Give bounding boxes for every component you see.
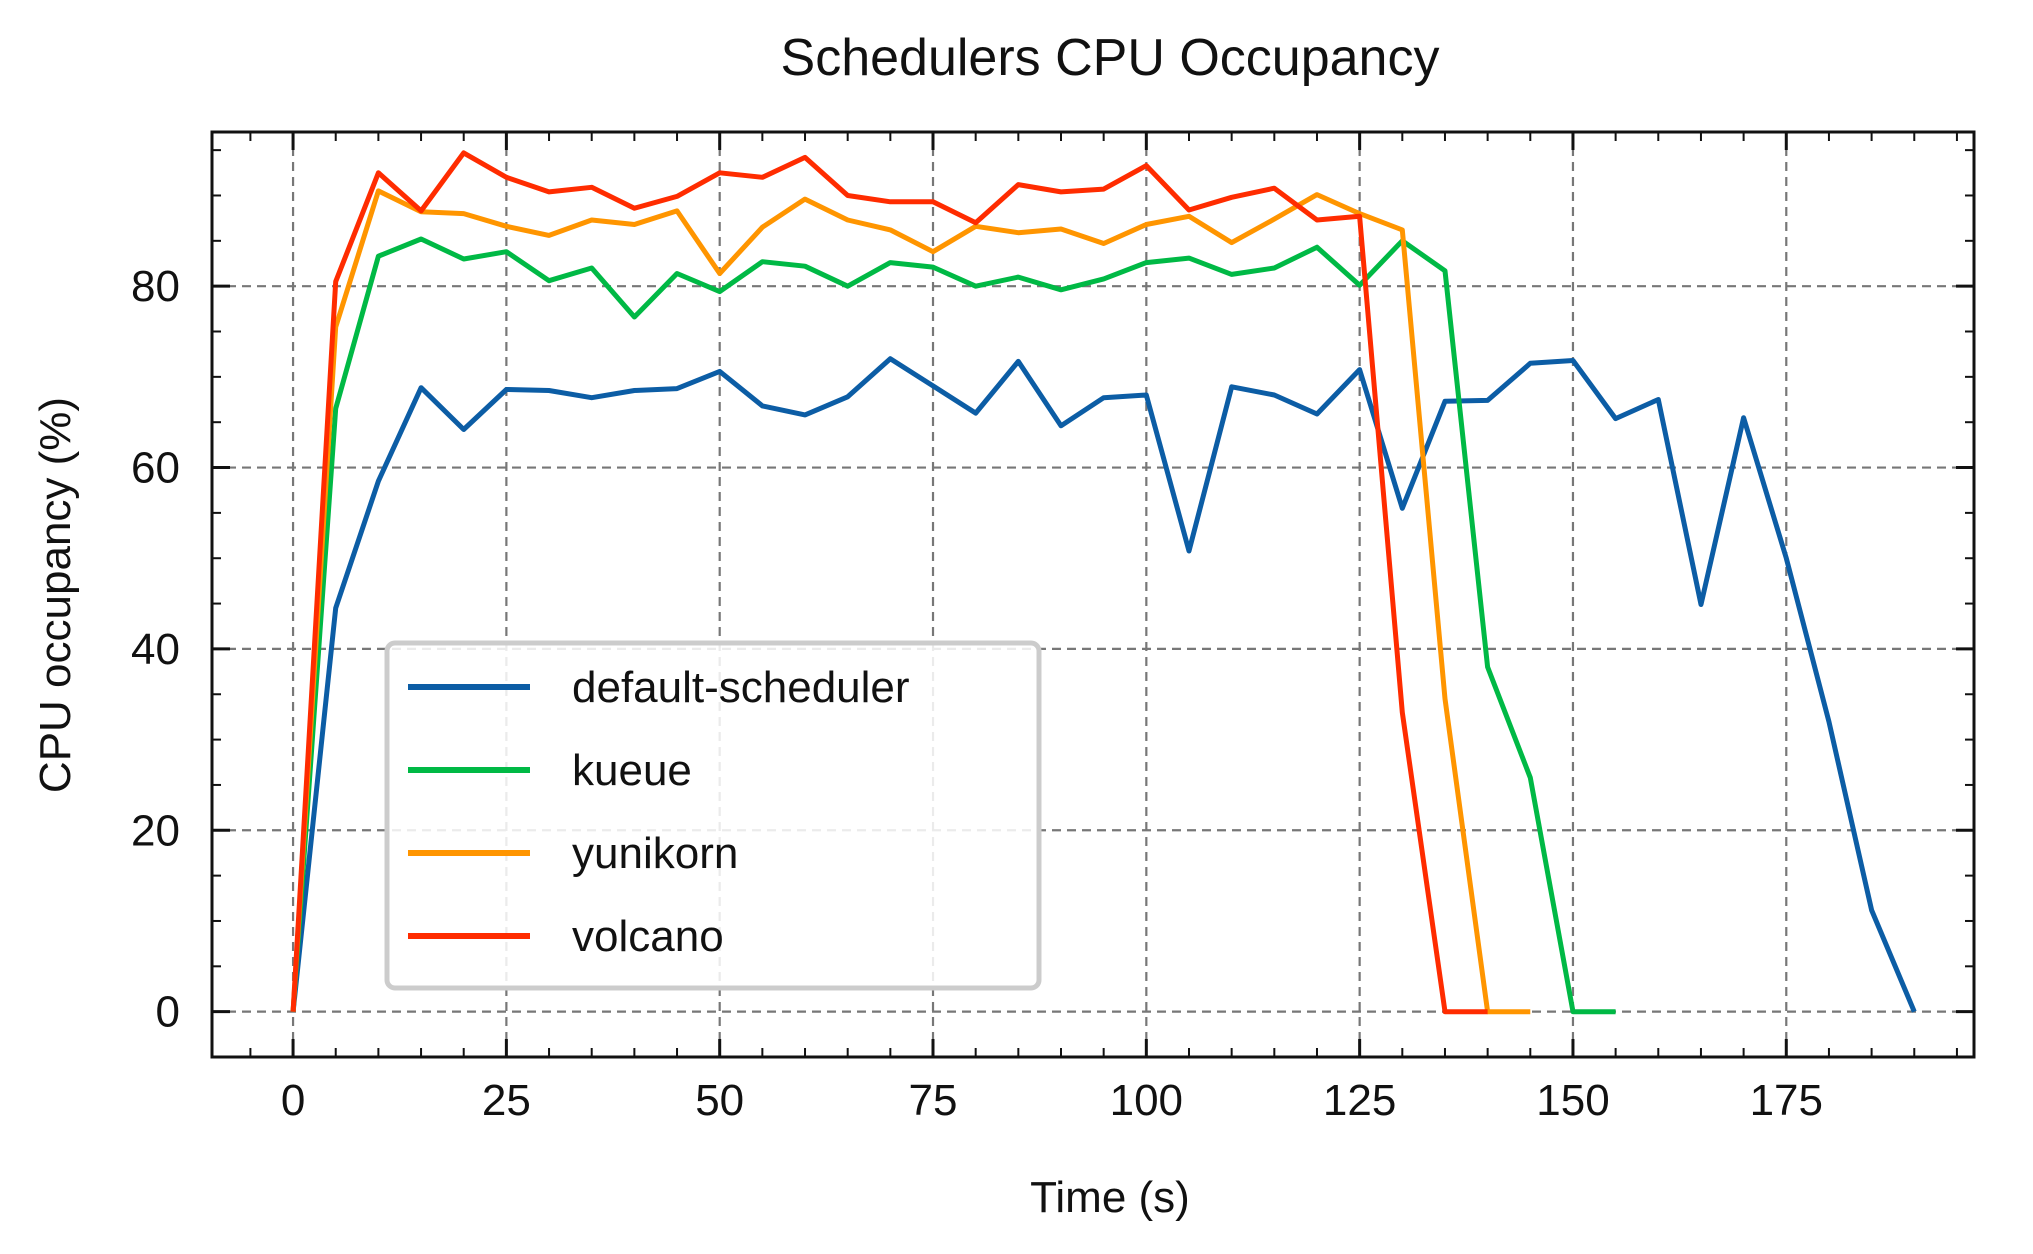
y-tick-label: 60 (131, 444, 180, 493)
x-tick-label: 150 (1536, 1076, 1609, 1125)
y-tick-label: 40 (131, 625, 180, 674)
y-tick-label: 80 (131, 262, 180, 311)
chart-title: Schedulers CPU Occupancy (781, 29, 1440, 87)
x-tick-label: 125 (1323, 1076, 1396, 1125)
x-tick-label: 50 (695, 1076, 744, 1125)
x-tick-label: 175 (1750, 1076, 1823, 1125)
x-tick-label: 0 (281, 1076, 305, 1125)
series-line-yunikorn (290, 188, 1531, 1015)
legend-label: yunikorn (572, 829, 738, 878)
plot-frame (210, 130, 1976, 1059)
legend: default-scheduler kueue yunikorn volcano (384, 640, 1042, 991)
plot-lines (290, 150, 1917, 1015)
y-axis-label: CPU occupancy (%) (31, 397, 80, 793)
x-axis-label: Time (s) (1030, 1173, 1190, 1222)
legend-box (384, 640, 1042, 991)
x-tick-label: 75 (909, 1076, 958, 1125)
y-tick-label: 0 (156, 988, 180, 1037)
series-line-kueue (290, 236, 1616, 1015)
legend-label: default-scheduler (572, 663, 910, 712)
series-line-default-scheduler (290, 356, 1917, 1013)
x-tick-label: 25 (482, 1076, 531, 1125)
legend-label: kueue (572, 746, 692, 795)
legend-label: volcano (572, 912, 724, 961)
tick-labels: 0 25 50 75 100 125 150 175 0 20 40 60 80 (131, 262, 1823, 1125)
y-tick-label: 20 (131, 806, 180, 855)
x-tick-label: 100 (1110, 1076, 1183, 1125)
series-line-volcano (290, 150, 1488, 1015)
